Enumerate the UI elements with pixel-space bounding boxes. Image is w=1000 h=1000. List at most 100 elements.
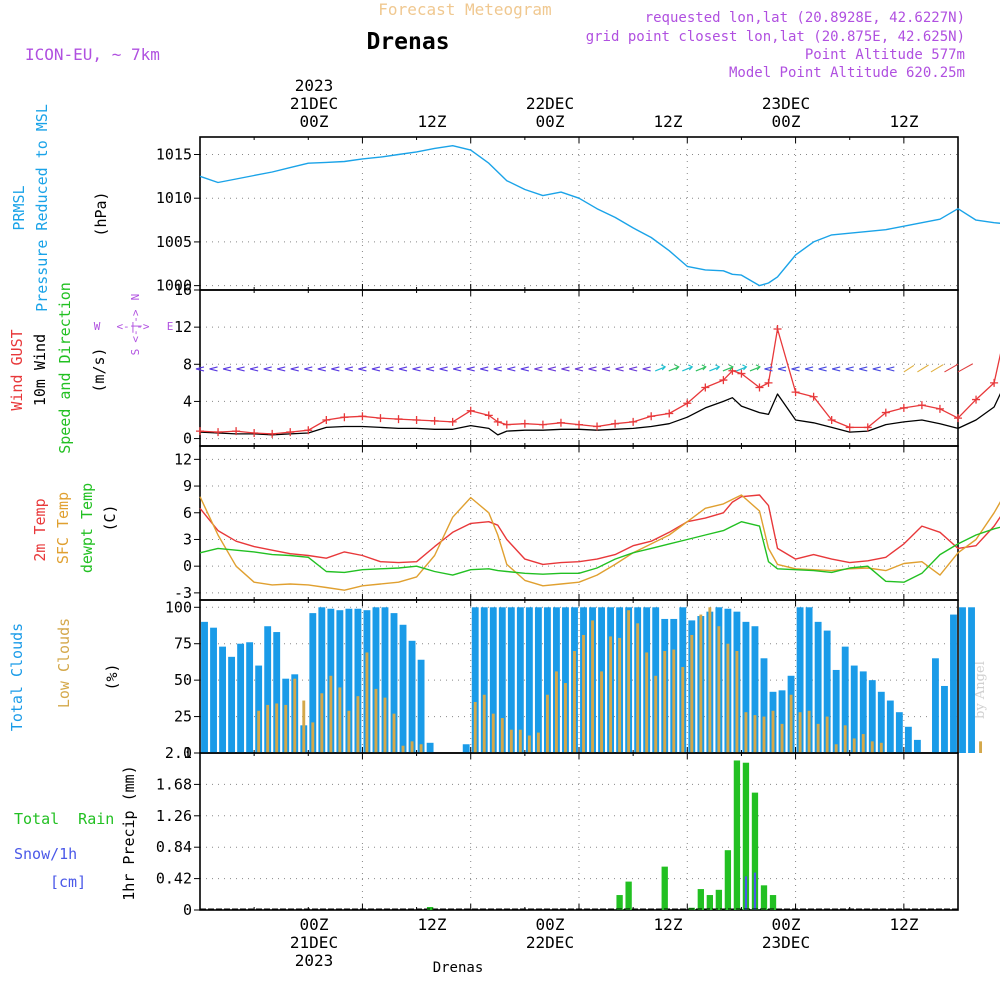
cloud-total-bar-13 — [318, 607, 326, 753]
cloud-low-bar-11 — [302, 700, 306, 753]
temp-ytick-label-4: 9 — [183, 477, 192, 495]
cloud-total-bar-66 — [796, 607, 804, 753]
gust-marker-12 — [412, 416, 421, 424]
wind-dir-arrow — [561, 366, 570, 372]
cloud-low-bar-37 — [536, 732, 540, 753]
wind-dir-arrow — [344, 366, 354, 372]
snow-bar-10 — [744, 876, 748, 910]
temp-ytick-label-5: 12 — [174, 450, 192, 468]
wind-dir-arrow — [250, 366, 259, 372]
bottom-year-label: 2023 — [295, 951, 334, 970]
cloud-total-bar-78 — [904, 726, 912, 753]
pressure-ytick-label-0: 1000 — [156, 277, 192, 295]
bottom-hour-label-1: 00Z — [300, 915, 329, 934]
cloud-low-bar-24 — [419, 744, 423, 753]
wind-dir-arrow — [588, 366, 597, 372]
wind-dir-arrow — [439, 366, 448, 372]
clouds-ytick-label-3: 75 — [174, 635, 192, 653]
pressure-unit: (hPa) — [92, 191, 110, 236]
cloud-low-bar-66 — [798, 712, 802, 753]
temp-sfc-label: SFC Temp — [54, 492, 72, 564]
rain-bar-1 — [616, 895, 623, 910]
gust-marker-21 — [556, 418, 565, 427]
precip-ytick-label-2: 0.84 — [156, 838, 192, 856]
cloud-total-bar-30 — [471, 607, 479, 753]
cloud-total-bar-38 — [543, 607, 551, 753]
wind-dir-arrow — [944, 363, 959, 373]
cloud-total-bar-37 — [534, 607, 542, 753]
pressure-ytick-label-2: 1010 — [156, 189, 192, 207]
cloud-total-bar-40 — [562, 607, 569, 753]
wind-dir-arrow — [777, 366, 787, 372]
gust-marker-11 — [394, 415, 403, 424]
wind-dir-arrow — [917, 364, 929, 373]
cloud-low-bar-57 — [717, 626, 721, 753]
cloud-low-bar-67 — [807, 710, 811, 753]
precip-frame — [199, 752, 959, 911]
wind-dir-arrow — [601, 366, 611, 372]
cloud-low-bar-64 — [780, 723, 784, 753]
cloud-total-bar-21 — [390, 613, 398, 753]
cloud-low-bar-47 — [627, 610, 631, 753]
wind-panel: 0 4 8 12 16 — [174, 281, 1000, 448]
cloud-low-bar-7 — [266, 704, 270, 753]
wind-dir-arrow — [425, 366, 435, 372]
cloud-low-bar-61 — [753, 715, 757, 753]
cloud-total-bar-68 — [814, 621, 822, 753]
cloud-low-bar-45 — [609, 636, 613, 753]
pressure-frame — [199, 136, 959, 291]
cloud-low-bar-59 — [735, 651, 739, 753]
cloud-total-bar-0 — [201, 621, 208, 753]
gust-marker-43 — [917, 401, 926, 410]
temperature-panel: -3 0 3 6 9 12 — [174, 445, 1000, 602]
wind-ytick-label-4: 16 — [174, 281, 192, 299]
temp-unit: (C) — [101, 504, 119, 531]
cloud-low-bar-36 — [527, 735, 531, 753]
location-title: Drenas — [366, 29, 449, 55]
info-line-2: grid point closest lon,lat (20.875E, 42.… — [586, 29, 965, 45]
rain-bar-0 — [426, 907, 434, 910]
clouds-ytick-label-2: 50 — [174, 671, 192, 689]
cloud-low-bar-44 — [600, 671, 604, 753]
cloud-total-bar-70 — [832, 669, 840, 753]
wind-dir-arrow — [709, 364, 721, 372]
cloud-low-bar-65 — [789, 694, 793, 753]
rain-bar-8 — [724, 850, 732, 910]
cloud-total-bar-61 — [751, 626, 759, 753]
precip-panel: 0 0.42 0.84 1.26 1.68 2.1 — [156, 744, 959, 919]
cloud-total-bar-31 — [480, 607, 488, 753]
gust-marker-9 — [358, 412, 367, 421]
precip-ytick-label-5: 2.1 — [165, 744, 192, 762]
compass-w-label: W — [94, 320, 101, 333]
wind-dir-arrow — [845, 366, 854, 372]
wind-dir-arrow — [480, 366, 489, 372]
gust-marker-15 — [466, 406, 475, 415]
wind-compass: N S <-|-> W <-|-> E — [94, 294, 174, 356]
cloud-total-bar-73 — [859, 671, 867, 753]
temp-ytick-label-2: 3 — [183, 530, 192, 548]
gust-marker-1 — [214, 428, 223, 437]
snow-bar-11 — [753, 872, 757, 910]
wind-dir-arrow — [749, 364, 761, 372]
gust-marker-3 — [250, 429, 259, 437]
cloud-low-bar-30 — [473, 702, 477, 753]
wind-dir-arrow — [371, 366, 381, 372]
cloud-low-bar-17 — [356, 696, 360, 753]
cloud-total-bar-2 — [219, 646, 226, 753]
gust-marker-13 — [430, 416, 439, 425]
cloud-low-bar-31 — [482, 694, 486, 753]
precip-rain-label: Total Rain — [14, 810, 114, 828]
model-label: ICON-EU, ~ 7km — [25, 45, 160, 64]
wind-ytick-label-3: 12 — [174, 318, 192, 336]
pressure-label-1: PRMSL — [10, 185, 28, 230]
rain-bar-12 — [760, 885, 768, 910]
clouds-low-label: Low Clouds — [55, 618, 73, 708]
cloud-total-bar-60 — [742, 621, 750, 753]
wind-dir-arrow — [722, 364, 734, 372]
cloud-low-bar-10 — [293, 678, 297, 753]
gust-marker-26 — [647, 412, 656, 421]
temp-2m-line — [199, 494, 1000, 566]
compass-n-label: N — [129, 294, 142, 301]
gust-marker-37 — [809, 392, 818, 401]
